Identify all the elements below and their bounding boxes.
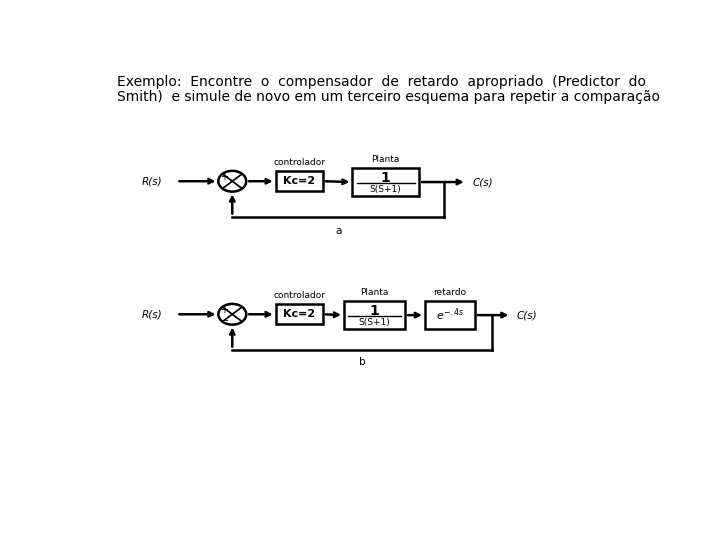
Text: Planta: Planta — [361, 288, 389, 297]
Text: C(s): C(s) — [472, 177, 493, 187]
Text: a: a — [335, 226, 341, 236]
Text: R(s): R(s) — [142, 309, 163, 319]
Text: controlador: controlador — [274, 291, 325, 300]
Text: +: + — [220, 305, 228, 315]
FancyBboxPatch shape — [352, 168, 419, 196]
FancyBboxPatch shape — [425, 301, 475, 329]
Text: C(s): C(s) — [517, 310, 538, 320]
FancyBboxPatch shape — [344, 301, 405, 329]
FancyBboxPatch shape — [276, 171, 323, 191]
Text: $e^{-.4s}$: $e^{-.4s}$ — [436, 307, 464, 323]
Text: −: − — [221, 315, 230, 326]
Text: Kc=2: Kc=2 — [283, 176, 315, 186]
Text: 1: 1 — [369, 304, 379, 318]
Text: Planta: Planta — [372, 155, 400, 164]
Text: Smith)  e simule de novo em um terceiro esquema para repetir a comparação: Smith) e simule de novo em um terceiro e… — [117, 90, 660, 104]
Text: S(S+1): S(S+1) — [370, 185, 402, 194]
Text: retardo: retardo — [433, 288, 467, 297]
Text: controlador: controlador — [274, 158, 325, 167]
Text: +: + — [220, 172, 228, 181]
Text: Exemplo:  Encontre  o  compensador  de  retardo  apropriado  (Predictor  do: Exemplo: Encontre o compensador de retar… — [117, 75, 646, 89]
Text: S(S+1): S(S+1) — [359, 318, 390, 327]
FancyBboxPatch shape — [276, 305, 323, 324]
Text: 1: 1 — [381, 171, 391, 185]
Text: R(s): R(s) — [142, 176, 163, 186]
Text: Kc=2: Kc=2 — [283, 309, 315, 319]
Text: b: b — [359, 357, 365, 367]
